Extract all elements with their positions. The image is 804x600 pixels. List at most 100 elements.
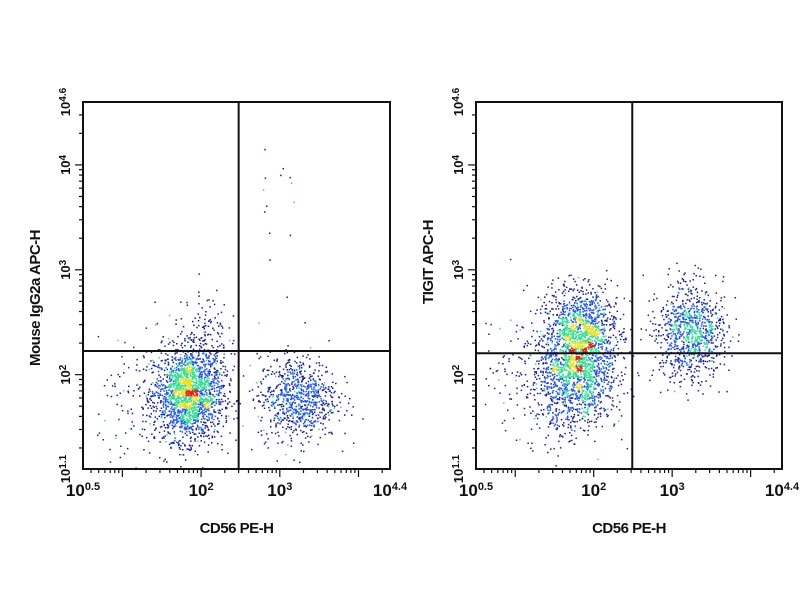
event-dot — [180, 333, 182, 335]
event-dot — [583, 346, 585, 348]
event-dot — [304, 370, 306, 372]
event-dot — [273, 419, 275, 422]
event-dot — [145, 420, 147, 423]
event-dot — [589, 358, 591, 361]
event-dot — [586, 389, 589, 392]
event-dot — [184, 393, 187, 395]
event-dot — [300, 373, 302, 375]
event-dot — [595, 325, 598, 328]
event-dot — [166, 381, 169, 383]
event-dot — [533, 381, 536, 384]
event-dot — [195, 344, 197, 347]
event-dot — [215, 402, 218, 405]
event-dot — [623, 331, 625, 333]
event-dot — [216, 394, 218, 396]
event-dot — [592, 363, 594, 366]
event-dot — [571, 334, 573, 336]
event-dot — [207, 398, 209, 401]
event-dot — [159, 393, 161, 395]
event-dot — [290, 440, 293, 442]
event-dot — [556, 368, 558, 370]
event-dot — [199, 342, 202, 345]
event-dot — [600, 329, 603, 331]
event-dot — [199, 384, 201, 387]
event-dot — [174, 380, 176, 383]
event-dot — [257, 400, 260, 403]
event-dot — [561, 319, 564, 322]
event-dot — [199, 426, 201, 429]
event-dot — [133, 425, 135, 427]
event-dot — [197, 403, 200, 405]
event-dot — [169, 394, 171, 396]
event-dot — [172, 384, 174, 387]
event-dot — [208, 388, 210, 391]
event-dot — [591, 327, 593, 330]
event-dot — [211, 388, 213, 390]
event-dot — [324, 390, 327, 393]
event-dot — [203, 409, 205, 411]
event-dot — [297, 392, 299, 394]
event-dot — [585, 317, 587, 320]
event-dot — [520, 374, 523, 376]
event-dot — [572, 323, 574, 326]
event-dot — [308, 377, 311, 380]
event-dot — [592, 404, 594, 406]
event-dot — [576, 370, 579, 372]
event-dot — [587, 429, 589, 432]
event-dot — [136, 358, 138, 361]
event-dot — [295, 395, 297, 397]
event-dot — [210, 320, 213, 323]
event-dot — [566, 334, 569, 337]
event-dot — [196, 357, 198, 360]
event-dot — [309, 436, 312, 438]
event-dot — [153, 436, 156, 438]
event-dot — [565, 346, 568, 348]
event-dot — [180, 404, 182, 407]
event-dot — [534, 363, 537, 365]
event-dot — [295, 422, 297, 425]
event-dot — [311, 429, 313, 431]
event-dot — [287, 397, 290, 400]
event-dot — [615, 377, 618, 379]
event-dot — [614, 356, 616, 358]
event-dot — [277, 384, 280, 386]
event-dot — [169, 375, 171, 377]
event-dot — [223, 357, 225, 359]
event-dot — [637, 372, 639, 374]
event-dot — [203, 435, 205, 438]
event-dot — [192, 361, 194, 363]
event-dot — [518, 375, 520, 377]
event-dot — [168, 403, 170, 405]
event-dot — [260, 434, 263, 436]
event-dot — [317, 375, 319, 377]
event-dot — [188, 405, 191, 408]
event-dot — [578, 326, 580, 329]
event-dot — [217, 385, 220, 388]
event-dot — [578, 403, 581, 405]
event-dot — [181, 330, 183, 333]
event-dot — [612, 349, 615, 352]
event-dot — [191, 354, 193, 357]
event-dot — [193, 341, 195, 343]
event-dot — [543, 408, 545, 411]
event-dot — [583, 327, 586, 329]
event-dot — [174, 374, 176, 377]
event-dot — [211, 399, 213, 401]
event-dot — [304, 386, 306, 388]
event-dot — [559, 396, 561, 399]
event-dot — [555, 354, 558, 357]
event-dot — [602, 335, 604, 338]
event-dot — [601, 348, 603, 350]
event-dot — [601, 359, 604, 362]
event-dot — [290, 445, 293, 448]
event-dot — [562, 393, 565, 395]
event-dot — [179, 359, 181, 361]
event-dot — [565, 356, 568, 358]
event-dot — [588, 425, 590, 427]
event-dot — [270, 373, 273, 375]
event-dot — [203, 393, 206, 396]
event-dot — [587, 395, 590, 397]
event-dot — [186, 404, 188, 406]
event-dot — [179, 365, 181, 367]
event-dot — [145, 369, 147, 371]
